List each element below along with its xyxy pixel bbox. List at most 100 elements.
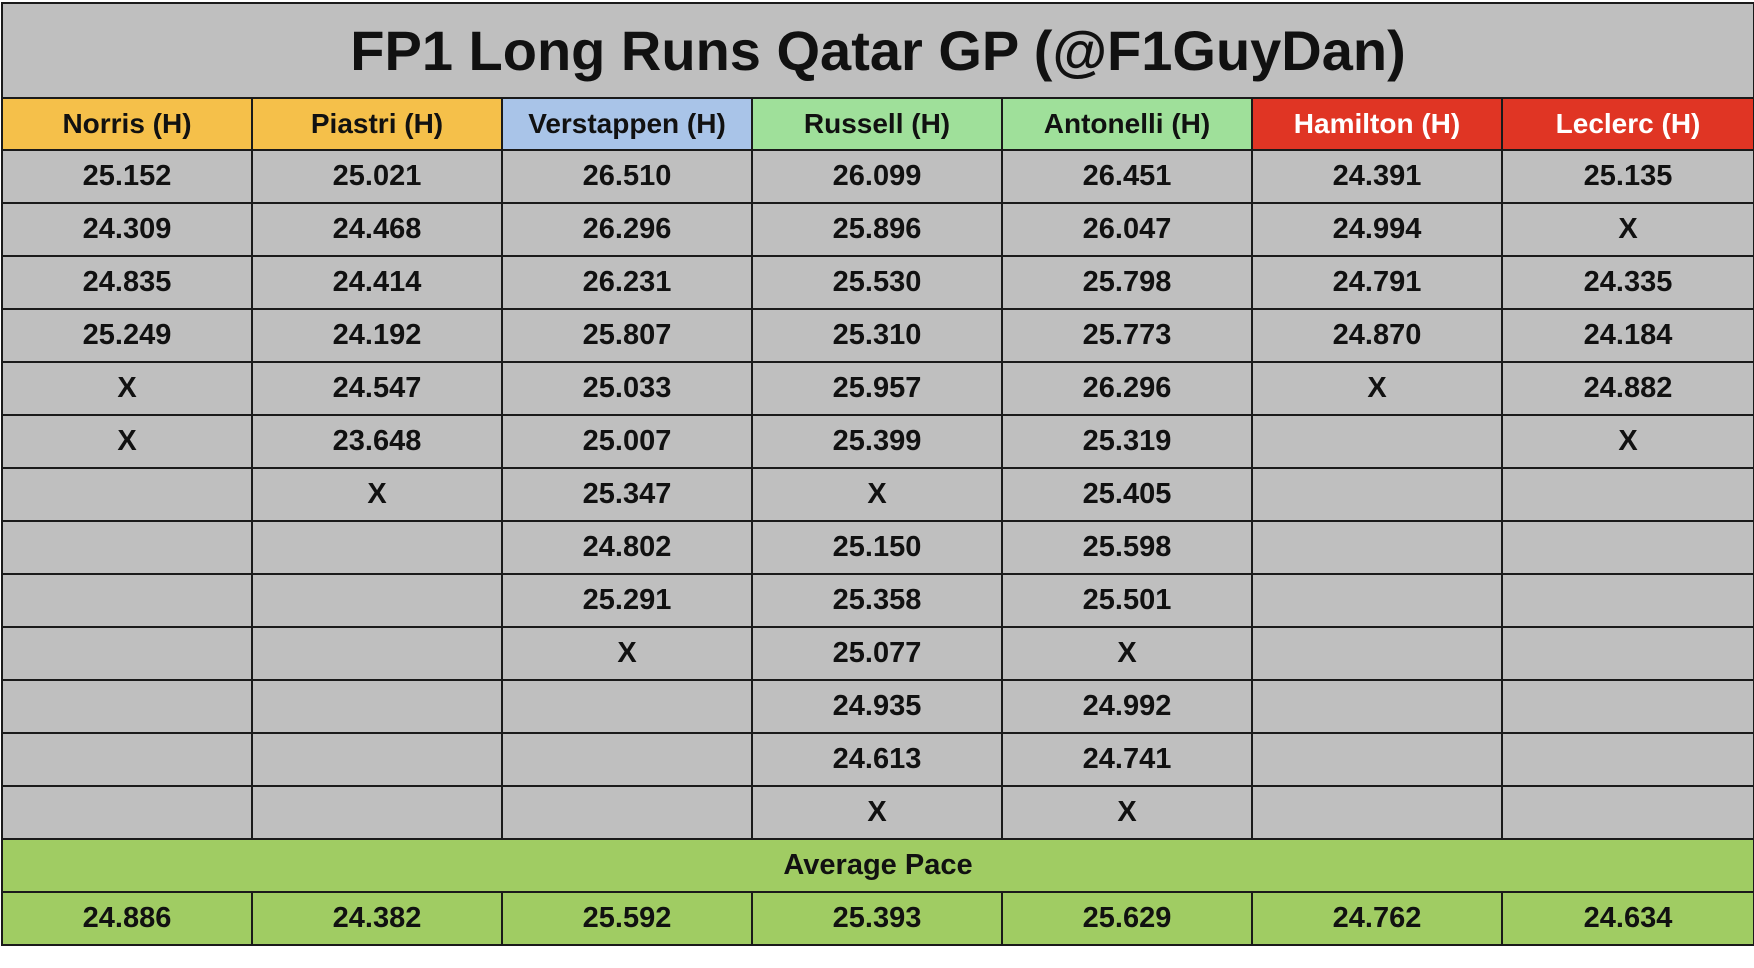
lap-time-cell[interactable] — [1251, 573, 1503, 628]
driver-header-cell[interactable]: Leclerc (H) — [1500, 97, 1754, 151]
lap-time-cell[interactable]: 24.309 — [1, 202, 253, 257]
lap-time-cell[interactable]: 24.613 — [751, 732, 1003, 787]
lap-time-cell[interactable]: 25.807 — [501, 308, 753, 363]
driver-header-cell[interactable]: Russell (H) — [751, 97, 1003, 151]
lap-time-cell[interactable] — [1500, 732, 1754, 787]
lap-time-cell[interactable]: 25.399 — [751, 414, 1003, 469]
lap-time-cell[interactable]: 23.648 — [251, 414, 503, 469]
lap-time-cell[interactable]: 24.791 — [1251, 255, 1503, 310]
lap-time-cell[interactable]: 24.835 — [1, 255, 253, 310]
lap-time-cell[interactable] — [251, 573, 503, 628]
lap-time-cell[interactable]: 24.391 — [1251, 149, 1503, 204]
lap-time-cell[interactable]: 25.152 — [1, 149, 253, 204]
lap-time-cell[interactable]: 25.310 — [751, 308, 1003, 363]
average-pace-cell[interactable]: 24.886 — [1, 891, 253, 946]
lap-time-cell[interactable]: 25.798 — [1001, 255, 1253, 310]
lap-time-cell[interactable]: X — [251, 467, 503, 522]
lap-time-cell[interactable] — [1500, 520, 1754, 575]
driver-header-cell[interactable]: Antonelli (H) — [1001, 97, 1253, 151]
lap-time-cell[interactable]: X — [751, 467, 1003, 522]
lap-time-cell[interactable]: X — [1500, 202, 1754, 257]
lap-time-cell[interactable]: 25.773 — [1001, 308, 1253, 363]
driver-header-cell[interactable]: Norris (H) — [1, 97, 253, 151]
driver-header-cell[interactable]: Verstappen (H) — [501, 97, 753, 151]
lap-time-cell[interactable]: X — [501, 626, 753, 681]
lap-time-cell[interactable] — [1, 785, 253, 840]
lap-time-cell[interactable] — [1500, 467, 1754, 522]
lap-time-cell[interactable] — [251, 679, 503, 734]
lap-time-cell[interactable]: 26.510 — [501, 149, 753, 204]
lap-time-cell[interactable] — [251, 626, 503, 681]
lap-time-cell[interactable] — [1251, 732, 1503, 787]
lap-time-cell[interactable]: X — [1500, 414, 1754, 469]
lap-time-cell[interactable]: 25.347 — [501, 467, 753, 522]
lap-time-cell[interactable] — [501, 732, 753, 787]
average-pace-cell[interactable]: 25.629 — [1001, 891, 1253, 946]
lap-time-cell[interactable]: X — [1001, 785, 1253, 840]
lap-time-cell[interactable]: 24.992 — [1001, 679, 1253, 734]
lap-time-cell[interactable]: 26.296 — [1001, 361, 1253, 416]
driver-header-cell[interactable]: Hamilton (H) — [1251, 97, 1503, 151]
lap-time-cell[interactable] — [1, 573, 253, 628]
lap-time-cell[interactable] — [1251, 679, 1503, 734]
lap-time-cell[interactable] — [1, 679, 253, 734]
lap-time-cell[interactable]: 25.007 — [501, 414, 753, 469]
lap-time-cell[interactable]: 26.099 — [751, 149, 1003, 204]
lap-time-cell[interactable]: 25.957 — [751, 361, 1003, 416]
lap-time-cell[interactable]: X — [1, 414, 253, 469]
lap-time-cell[interactable]: 25.033 — [501, 361, 753, 416]
lap-time-cell[interactable]: 25.291 — [501, 573, 753, 628]
lap-time-cell[interactable]: 24.802 — [501, 520, 753, 575]
lap-time-cell[interactable]: 26.231 — [501, 255, 753, 310]
lap-time-cell[interactable]: 24.192 — [251, 308, 503, 363]
lap-time-cell[interactable] — [1251, 626, 1503, 681]
lap-time-cell[interactable]: 24.935 — [751, 679, 1003, 734]
lap-time-cell[interactable] — [1, 732, 253, 787]
lap-time-cell[interactable]: 26.047 — [1001, 202, 1253, 257]
lap-time-cell[interactable] — [1500, 573, 1754, 628]
lap-time-cell[interactable] — [1251, 467, 1503, 522]
lap-time-cell[interactable] — [251, 520, 503, 575]
lap-time-cell[interactable]: 25.501 — [1001, 573, 1253, 628]
average-pace-cell[interactable]: 25.592 — [501, 891, 753, 946]
lap-time-cell[interactable]: 24.994 — [1251, 202, 1503, 257]
lap-time-cell[interactable]: 25.319 — [1001, 414, 1253, 469]
average-pace-cell[interactable]: 24.634 — [1500, 891, 1754, 946]
lap-time-cell[interactable]: 24.741 — [1001, 732, 1253, 787]
driver-header-cell[interactable]: Piastri (H) — [251, 97, 503, 151]
lap-time-cell[interactable]: 25.405 — [1001, 467, 1253, 522]
lap-time-cell[interactable] — [1500, 785, 1754, 840]
lap-time-cell[interactable]: 25.077 — [751, 626, 1003, 681]
lap-time-cell[interactable] — [251, 785, 503, 840]
lap-time-cell[interactable] — [1500, 679, 1754, 734]
lap-time-cell[interactable] — [1, 520, 253, 575]
lap-time-cell[interactable]: 24.335 — [1500, 255, 1754, 310]
lap-time-cell[interactable]: 25.135 — [1500, 149, 1754, 204]
lap-time-cell[interactable]: 26.296 — [501, 202, 753, 257]
lap-time-cell[interactable]: X — [1, 361, 253, 416]
average-pace-cell[interactable]: 25.393 — [751, 891, 1003, 946]
lap-time-cell[interactable] — [1500, 626, 1754, 681]
lap-time-cell[interactable]: 24.547 — [251, 361, 503, 416]
lap-time-cell[interactable]: 25.358 — [751, 573, 1003, 628]
lap-time-cell[interactable] — [251, 732, 503, 787]
average-pace-cell[interactable]: 24.382 — [251, 891, 503, 946]
lap-time-cell[interactable] — [1251, 414, 1503, 469]
lap-time-cell[interactable]: 25.530 — [751, 255, 1003, 310]
lap-time-cell[interactable]: 24.870 — [1251, 308, 1503, 363]
lap-time-cell[interactable]: 25.598 — [1001, 520, 1253, 575]
lap-time-cell[interactable]: X — [1001, 626, 1253, 681]
average-pace-cell[interactable]: 24.762 — [1251, 891, 1503, 946]
lap-time-cell[interactable]: 25.896 — [751, 202, 1003, 257]
lap-time-cell[interactable]: 25.150 — [751, 520, 1003, 575]
lap-time-cell[interactable] — [1251, 520, 1503, 575]
lap-time-cell[interactable]: 24.468 — [251, 202, 503, 257]
lap-time-cell[interactable]: X — [751, 785, 1003, 840]
lap-time-cell[interactable]: 24.414 — [251, 255, 503, 310]
lap-time-cell[interactable]: 26.451 — [1001, 149, 1253, 204]
lap-time-cell[interactable]: X — [1251, 361, 1503, 416]
lap-time-cell[interactable] — [1, 626, 253, 681]
lap-time-cell[interactable]: 25.021 — [251, 149, 503, 204]
lap-time-cell[interactable] — [501, 785, 753, 840]
lap-time-cell[interactable]: 24.882 — [1500, 361, 1754, 416]
